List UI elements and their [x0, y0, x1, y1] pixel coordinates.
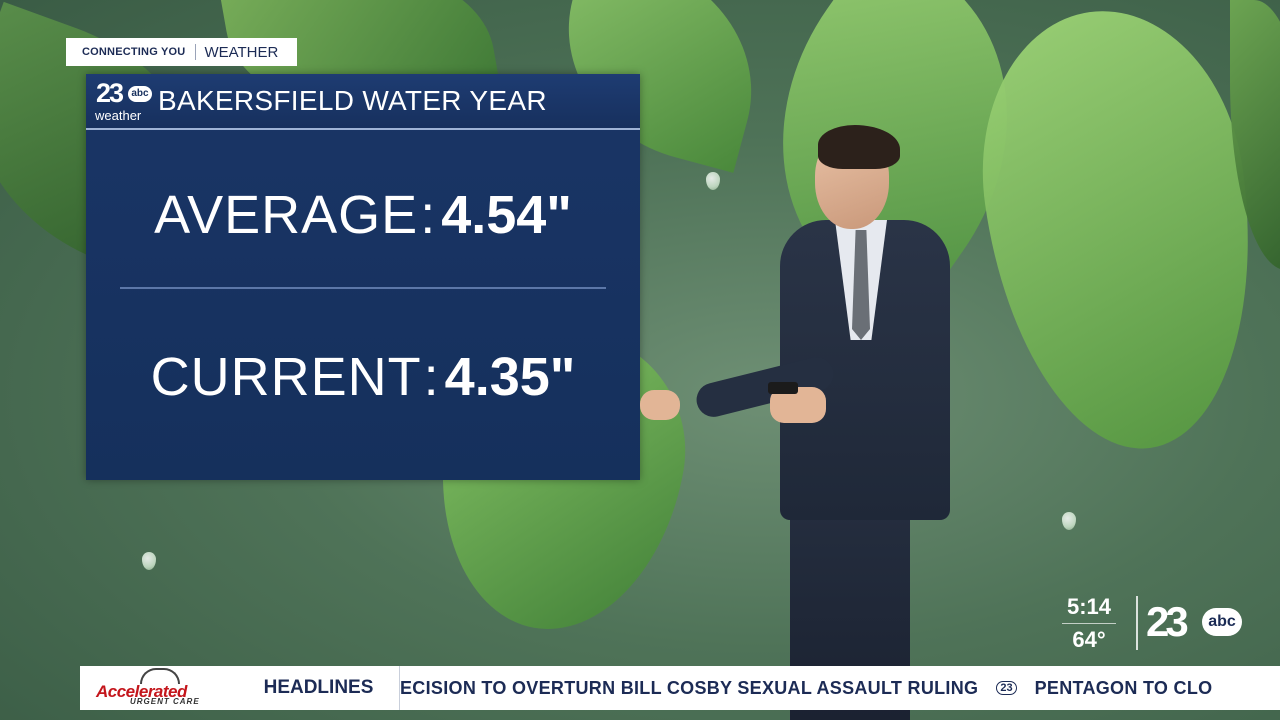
ticker-separator-logo: 23 — [996, 681, 1017, 695]
sponsor-name: Accelerated — [96, 682, 187, 701]
ticker-story: PENTAGON TO CLO — [1034, 677, 1213, 698]
presenter-hair — [818, 125, 900, 169]
average-value: 4.54" — [441, 185, 572, 245]
segment-tag-divider — [195, 44, 197, 60]
news-ticker: Accelerated URGENT CARE HEADLINES ECISIO… — [80, 666, 1280, 710]
current-label: CURRENT — [150, 347, 422, 407]
station-logo: 23 abc — [1146, 598, 1246, 646]
board-header: 23 abc weather BAKERSFIELD WATER YEAR — [86, 74, 640, 130]
current-value: 4.35" — [444, 347, 576, 407]
segment-tag-secondary: WEATHER — [204, 43, 279, 61]
segment-tag: CONNECTING YOU WEATHER — [66, 38, 297, 66]
presenter-hand — [640, 390, 680, 420]
weather-logo-sub: weather — [95, 108, 142, 123]
average-label: AVERAGE — [154, 185, 419, 245]
current-temperature: 64° — [1072, 627, 1106, 652]
water-drop — [1062, 512, 1076, 530]
current-time: 5:14 — [1066, 594, 1112, 619]
time-temp-display: 5:14 64° — [1062, 594, 1116, 653]
bug-divider — [1136, 596, 1138, 650]
water-year-board: 23 abc weather BAKERSFIELD WATER YEAR AV… — [86, 74, 640, 480]
ticker-section-label: HEADLINES — [238, 666, 400, 710]
board-divider — [120, 287, 606, 289]
time-temp-divider — [1062, 623, 1116, 624]
current-row: CURRENT : 4.35" — [86, 346, 640, 408]
sponsor-logo: Accelerated URGENT CARE — [80, 666, 238, 710]
board-title: BAKERSFIELD WATER YEAR — [158, 85, 547, 116]
presenter-tie — [852, 230, 870, 340]
average-row: AVERAGE : 4.54" — [86, 184, 640, 246]
station-logo-network: abc — [1202, 608, 1242, 636]
segment-tag-primary: CONNECTING YOU — [82, 46, 186, 58]
station-logo-number: 23 — [1146, 598, 1189, 645]
water-drop — [142, 552, 156, 570]
current-colon: : — [423, 347, 439, 407]
sponsor-sub: URGENT CARE — [130, 697, 200, 706]
clicker-icon — [768, 382, 798, 394]
water-drop — [706, 172, 720, 190]
weather-logo: 23 abc weather — [94, 78, 152, 124]
weather-presenter — [640, 125, 960, 720]
weather-logo-network: abc — [128, 86, 152, 102]
average-colon: : — [420, 185, 436, 245]
ticker-story: ECISION TO OVERTURN BILL COSBY SEXUAL AS… — [400, 677, 979, 698]
weather-logo-number: 23 — [96, 78, 124, 108]
ticker-crawl: ECISION TO OVERTURN BILL COSBY SEXUAL AS… — [400, 666, 1280, 710]
